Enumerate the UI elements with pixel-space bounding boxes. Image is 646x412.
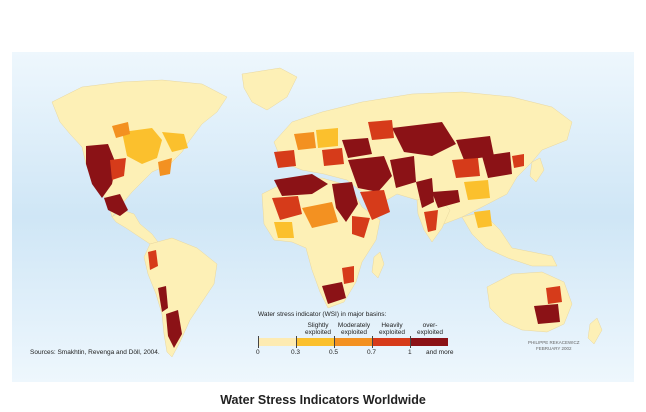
basin-maghreb <box>274 174 328 196</box>
basin-middle-east <box>348 156 392 192</box>
basin-mexico <box>104 194 128 216</box>
basin-arabia <box>360 190 390 220</box>
legend-category-line1: over- <box>422 322 438 329</box>
basin-sahara-west <box>272 196 302 220</box>
basin-southeast-asia <box>474 210 492 228</box>
legend-category-line1: Moderately <box>337 322 371 329</box>
legend-swatch-over <box>410 338 448 346</box>
basin-mongolia <box>456 136 494 160</box>
legend-swatch-moderately <box>334 338 372 346</box>
legend-tickline <box>372 336 373 348</box>
basin-china-south <box>464 180 490 200</box>
basin-south-africa-east <box>342 266 354 284</box>
basin-canada <box>112 122 130 138</box>
basin-sahel <box>302 202 338 228</box>
new-zealand <box>587 317 603 345</box>
legend-swatch-heavily <box>372 338 410 346</box>
basin-china-north <box>482 152 512 178</box>
credit-author: PHILIPPE REKACEWICZ <box>528 340 580 345</box>
basin-korea <box>512 154 524 168</box>
legend-category-line1: Heavily <box>381 322 403 329</box>
sources-note: Sources: Smakhtin, Revenga and Döll, 200… <box>30 349 160 356</box>
basin-southern-africa <box>322 282 346 304</box>
legend-category-line2: exploited <box>416 329 444 336</box>
madagascar <box>371 251 385 279</box>
legend-category-line2: exploited <box>340 329 368 336</box>
basin-us-west <box>86 144 116 198</box>
legend-swatch-slightly <box>296 338 334 346</box>
legend-title: Water stress indicator (WSI) in major ba… <box>258 311 387 318</box>
legend-category-line1: Slightly <box>307 322 329 329</box>
legend-category-line2: exploited <box>378 329 406 336</box>
basin-west-africa <box>274 222 294 238</box>
basin-central-asia <box>392 122 456 156</box>
legend-category-slightly: Slightly exploited <box>296 322 340 336</box>
basin-great-lakes <box>162 132 188 152</box>
legend-tick-1: 0.3 <box>291 349 301 356</box>
south-america <box>143 237 218 358</box>
basin-indus <box>416 178 434 208</box>
greenland <box>241 67 298 111</box>
legend-swatch-base <box>258 338 296 346</box>
legend-tickline <box>296 336 297 348</box>
world-map <box>12 52 634 382</box>
basin-mississippi <box>122 128 162 164</box>
legend-category-heavily: Heavily exploited <box>370 322 414 336</box>
basin-central-europe <box>316 128 338 148</box>
figure-caption: Water Stress Indicators Worldwide <box>220 393 426 407</box>
legend-tick-5: and more <box>426 349 454 356</box>
legend-tickline <box>334 336 335 348</box>
legend-tick-3: 0.7 <box>367 349 377 356</box>
basin-ganges <box>432 190 460 208</box>
basin-western-europe <box>294 132 316 150</box>
basin-india-south <box>424 210 438 232</box>
legend-tickline <box>258 336 259 348</box>
basin-nile <box>332 182 358 222</box>
stress-basins <box>86 120 562 348</box>
basin-murray-darling <box>534 304 560 324</box>
legend-tick-4: 1 <box>408 349 412 356</box>
basin-australia-east <box>546 286 562 304</box>
basin-kazakhstan <box>368 120 394 140</box>
basin-china-west <box>452 158 480 178</box>
map-credit: PHILIPPE REKACEWICZ FEBRUARY 2002 <box>528 340 580 352</box>
basin-chile-argentina <box>166 310 182 348</box>
legend-category-over: over- exploited <box>408 322 452 336</box>
legend-tickline <box>410 336 411 348</box>
basin-us-east <box>158 158 172 176</box>
legend-tick-2: 0.5 <box>329 349 339 356</box>
basin-iran <box>390 156 416 188</box>
legend-category-moderately: Moderately exploited <box>332 322 376 336</box>
basin-horn <box>352 216 370 238</box>
basin-andes-central <box>158 286 168 312</box>
basin-andes-north <box>148 250 158 270</box>
basin-balkans <box>322 148 344 166</box>
japan <box>529 157 545 183</box>
basin-black-sea <box>342 138 372 158</box>
basin-us-central <box>110 158 126 180</box>
legend-category-line2: exploited <box>304 329 332 336</box>
credit-date: FEBRUARY 2002 <box>535 346 572 351</box>
legend-tick-0: 0 <box>256 349 260 356</box>
basin-iberia <box>274 150 296 168</box>
